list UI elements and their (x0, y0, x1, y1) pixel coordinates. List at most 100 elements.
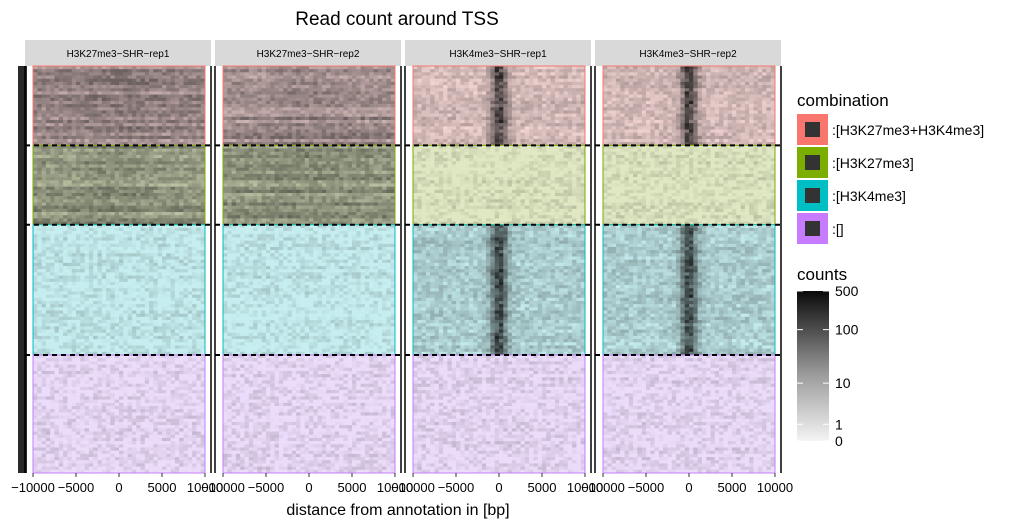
heatmap-cell (149, 152, 154, 155)
heatmap-cell (128, 123, 133, 126)
heatmap-cell (158, 136, 163, 139)
heatmap-cell (179, 190, 184, 193)
heatmap-cell (128, 257, 133, 260)
heatmap-cell (184, 228, 189, 231)
heatmap-cell (128, 91, 133, 94)
heatmap-cell (184, 149, 189, 152)
heatmap-cell (158, 342, 163, 345)
heatmap-cell (171, 250, 176, 253)
heatmap-cell (33, 406, 38, 409)
heatmap-cell (141, 174, 146, 177)
heatmap-cell (102, 320, 107, 323)
heatmap-cell (153, 326, 158, 329)
heatmap-cell (162, 291, 167, 294)
heatmap-cell (184, 403, 189, 406)
heatmap-cell (132, 231, 137, 234)
heatmap-cell (33, 422, 38, 425)
heatmap-cell (76, 193, 81, 196)
heatmap-cell (98, 104, 103, 107)
heatmap-cell (33, 66, 38, 69)
heatmap-cell (89, 304, 94, 307)
heatmap-cell (179, 412, 184, 415)
heatmap-cell (110, 428, 115, 431)
heatmap-cell (153, 101, 158, 104)
heatmap-cell (33, 295, 38, 298)
heatmap-cell (188, 272, 193, 275)
heatmap-cell (80, 168, 85, 171)
heatmap-cell (106, 203, 111, 206)
heatmap-cell (128, 231, 133, 234)
heatmap-cell (115, 199, 120, 202)
heatmap-cell (50, 432, 55, 435)
heatmap-cell (196, 260, 201, 263)
heatmap-cell (175, 183, 180, 186)
heatmap-cell (110, 110, 115, 113)
heatmap-cell (37, 260, 42, 263)
heatmap-cell (188, 422, 193, 425)
heatmap-cell (93, 177, 98, 180)
heatmap-cell (72, 98, 77, 101)
heatmap-cell (132, 76, 137, 79)
heatmap-cell (72, 168, 77, 171)
heatmap-cell (106, 69, 111, 72)
heatmap-cell (153, 339, 158, 342)
heatmap-cell (136, 193, 141, 196)
heatmap-cell (50, 291, 55, 294)
heatmap-cell (37, 183, 42, 186)
heatmap-cell (153, 161, 158, 164)
heatmap-cell (67, 187, 72, 190)
heatmap-cell (196, 101, 201, 104)
heatmap-cell (132, 209, 137, 212)
heatmap-cell (37, 320, 42, 323)
heatmap-cell (106, 403, 111, 406)
heatmap-cell (192, 247, 197, 250)
heatmap-cell (55, 218, 60, 221)
heatmap-cell (55, 438, 60, 441)
heatmap-cell (115, 441, 120, 444)
heatmap-cell (67, 276, 72, 279)
heatmap-cell (141, 358, 146, 361)
heatmap-cell (132, 282, 137, 285)
heatmap-cell (93, 320, 98, 323)
heatmap-cell (72, 432, 77, 435)
heatmap-cell (85, 91, 90, 94)
heatmap-cell (128, 218, 133, 221)
heatmap-cell (149, 374, 154, 377)
heatmap-cell (123, 444, 128, 447)
heatmap-cell (59, 342, 64, 345)
heatmap-cell (128, 196, 133, 199)
heatmap-cell (123, 149, 128, 152)
heatmap-cell (46, 218, 51, 221)
heatmap-cell (76, 400, 81, 403)
heatmap-cell (132, 339, 137, 342)
heatmap-cell (179, 323, 184, 326)
heatmap-cell (123, 368, 128, 371)
heatmap-cell (188, 390, 193, 393)
heatmap-cell (141, 180, 146, 183)
heatmap-cell (50, 215, 55, 218)
heatmap-cell (72, 85, 77, 88)
heatmap-cell (106, 295, 111, 298)
heatmap-cell (106, 88, 111, 91)
heatmap-cell (196, 416, 201, 419)
heatmap-cell (59, 365, 64, 368)
heatmap-cell (145, 336, 150, 339)
heatmap-cell (115, 250, 120, 253)
heatmap-cell (67, 416, 72, 419)
heatmap-cell (72, 234, 77, 237)
heatmap-cell (119, 98, 124, 101)
heatmap-cell (128, 339, 133, 342)
heatmap-cell (42, 212, 47, 215)
heatmap-cell (59, 203, 64, 206)
heatmap-cell (33, 120, 38, 123)
heatmap-cell (123, 126, 128, 129)
heatmap-cell (42, 114, 47, 117)
heatmap-cell (119, 384, 124, 387)
heatmap-cell (115, 396, 120, 399)
heatmap-cell (89, 241, 94, 244)
heatmap-cell (50, 416, 55, 419)
heatmap-cell (166, 345, 171, 348)
heatmap-cell (106, 149, 111, 152)
heatmap-cell (128, 88, 133, 91)
heatmap-cell (63, 406, 68, 409)
